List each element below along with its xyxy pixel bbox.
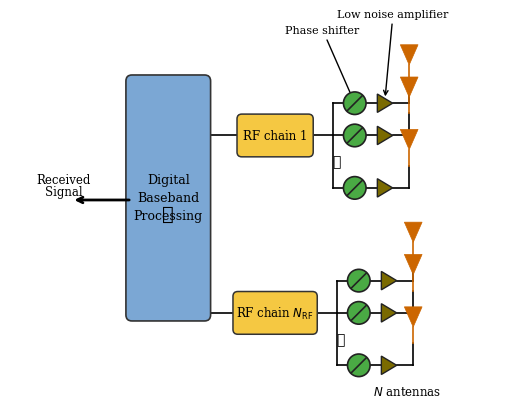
Text: Phase shifter: Phase shifter [286,26,360,100]
Circle shape [343,125,366,147]
Polygon shape [405,307,422,327]
Circle shape [348,354,370,377]
Text: ⋮: ⋮ [333,155,341,169]
Text: ⋮: ⋮ [337,332,345,346]
Text: RF chain $N_{\mathrm{RF}}$: RF chain $N_{\mathrm{RF}}$ [236,305,314,321]
Polygon shape [382,304,397,322]
Text: RF chain 1: RF chain 1 [243,130,307,143]
FancyBboxPatch shape [233,292,317,335]
Circle shape [348,270,370,292]
Polygon shape [377,127,393,145]
Polygon shape [377,179,393,198]
Text: Digital
Baseband
Processing: Digital Baseband Processing [134,174,203,223]
Polygon shape [405,223,422,243]
FancyBboxPatch shape [126,76,210,321]
Text: Signal: Signal [44,186,82,199]
Circle shape [343,93,366,115]
Polygon shape [382,272,397,290]
Polygon shape [400,46,418,66]
Polygon shape [400,78,418,98]
Polygon shape [377,95,393,113]
Text: $N$ antennas: $N$ antennas [373,385,441,398]
Polygon shape [382,356,397,375]
Polygon shape [405,255,422,275]
Text: ⋮: ⋮ [162,206,174,224]
Polygon shape [400,130,418,150]
FancyBboxPatch shape [237,115,313,158]
Circle shape [343,177,366,200]
Circle shape [348,302,370,324]
Text: Low noise amplifier: Low noise amplifier [337,9,449,96]
Text: Received: Received [36,174,91,187]
